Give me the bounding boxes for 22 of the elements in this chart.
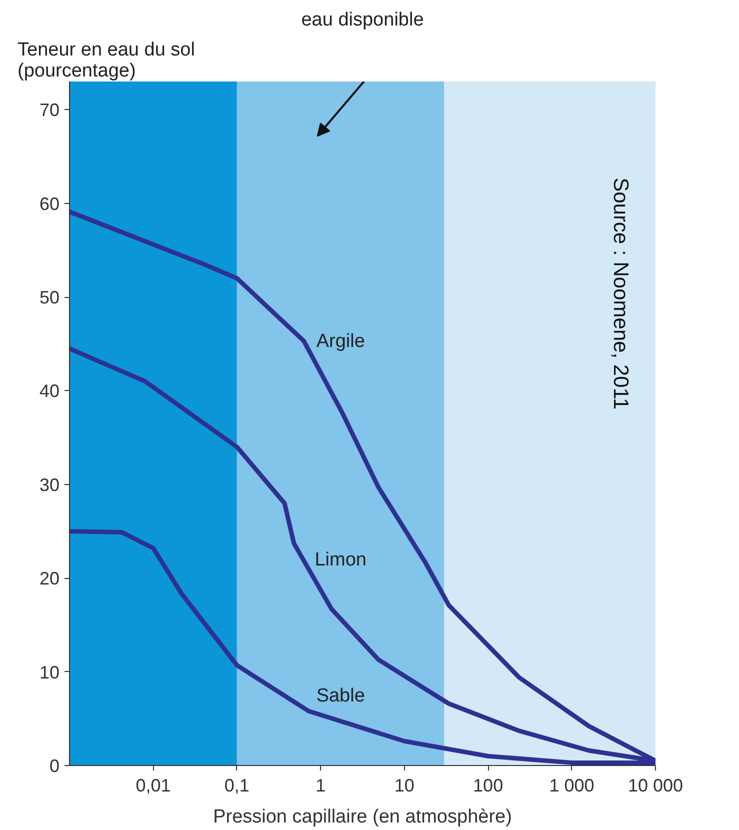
- x-tick-label: 1: [316, 776, 326, 796]
- x-tick-label: 10 000: [628, 776, 684, 796]
- x-tick-label: 10: [394, 776, 414, 796]
- y-tick-label: 20: [39, 568, 60, 589]
- series-label: Argile: [316, 331, 365, 352]
- y-tick-label: 0: [49, 756, 60, 776]
- annotation: Source : Noomene, 2011: [608, 178, 632, 410]
- y-tick-label: 10: [39, 662, 60, 682]
- series-label: Sable: [316, 686, 365, 706]
- series-label: Limon: [314, 550, 366, 571]
- y-tick-label: 30: [39, 474, 60, 495]
- y-tick-label: 50: [39, 288, 60, 308]
- x-tick-label: 1 000: [549, 776, 594, 796]
- y-tick-label: 60: [39, 194, 60, 214]
- band-label: eau disponible: [301, 10, 424, 30]
- x-tick-label: 0,01: [136, 776, 171, 796]
- x-tick-label: 100: [473, 776, 504, 796]
- x-axis-title: Pression capillaire (en atmosphère): [213, 806, 512, 828]
- y-axis-title: Teneur en eau du sol (pourcentage): [18, 40, 195, 82]
- y-tick-label: 70: [39, 100, 60, 120]
- y-tick-label: 40: [39, 381, 60, 402]
- x-tick-label: 0,1: [224, 776, 250, 796]
